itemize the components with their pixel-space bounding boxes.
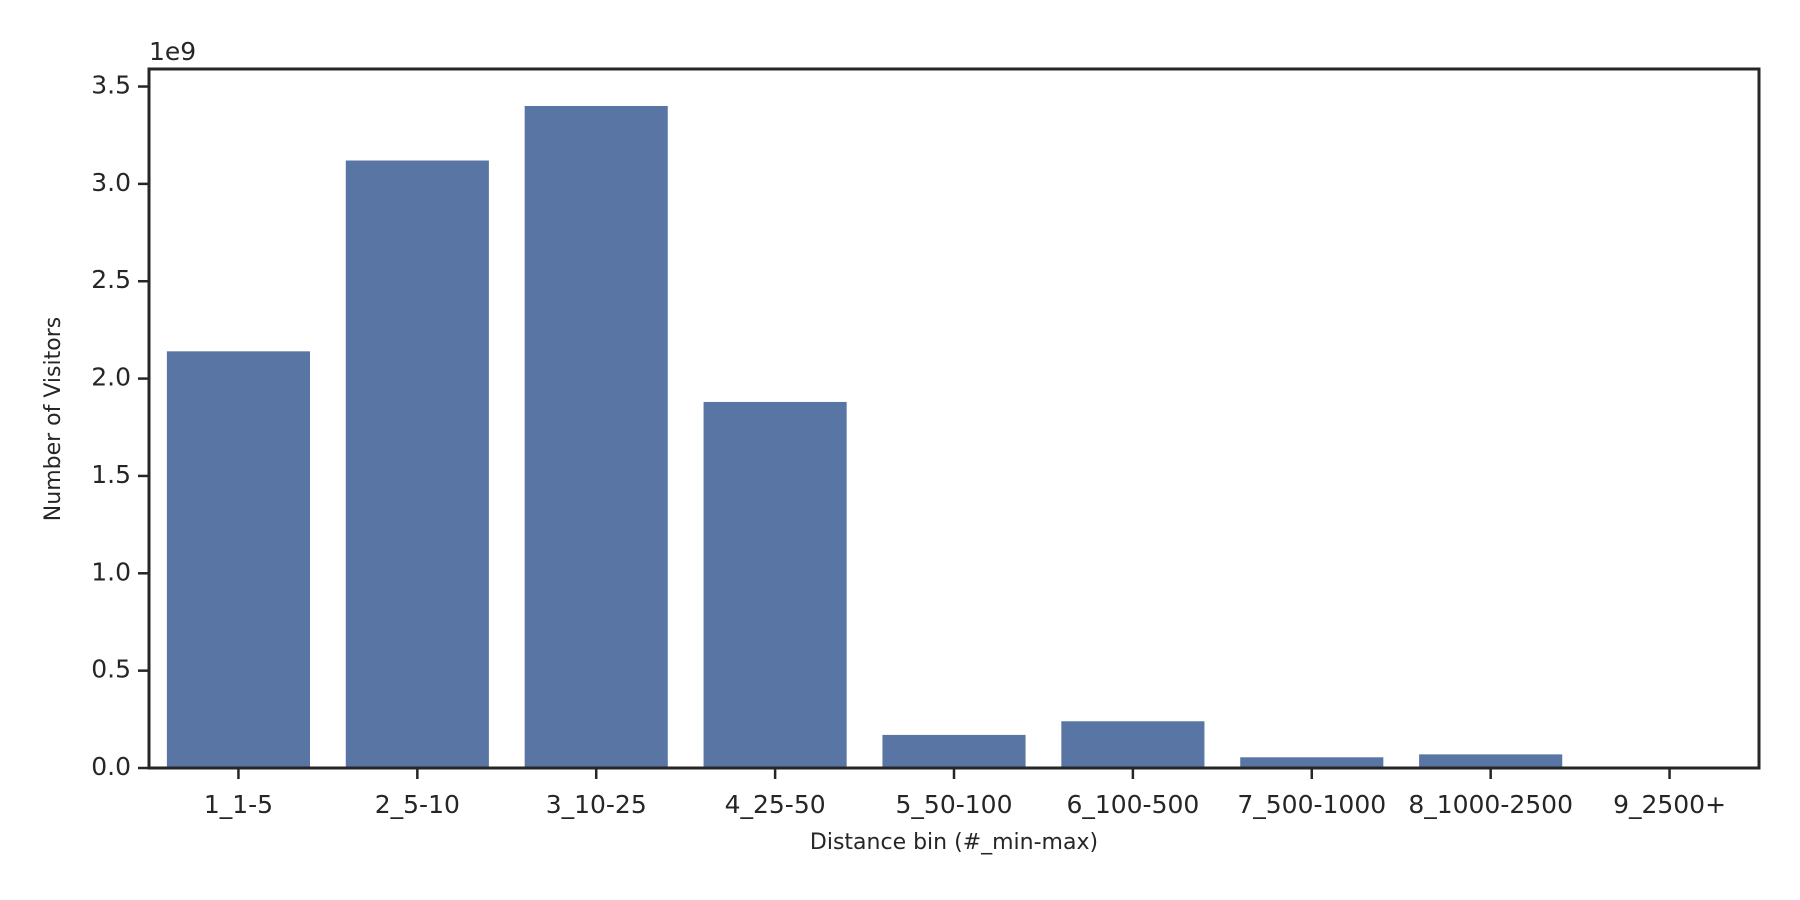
bar <box>882 734 1026 768</box>
y-tick-label: 3.5 <box>91 71 131 100</box>
y-tick-label: 1.5 <box>91 460 131 489</box>
bar <box>1061 721 1205 768</box>
y-offset-label: 1e9 <box>149 37 196 66</box>
x-tick-label: 8_1000-2500 <box>1408 790 1573 819</box>
x-tick-label: 9_2500+ <box>1613 790 1726 819</box>
plot-frame <box>147 67 1761 770</box>
x-tick-label: 1_1-5 <box>204 790 273 819</box>
x-tick-label: 6_100-500 <box>1066 790 1199 819</box>
bar <box>1419 754 1563 768</box>
y-tick-label: 1.0 <box>91 557 131 586</box>
x-tick-label: 5_50-100 <box>896 790 1013 819</box>
x-axis-label: Distance bin (#_min-max) <box>810 830 1098 855</box>
x-tick-label: 3_10-25 <box>546 790 647 819</box>
y-tick-label: 2.5 <box>91 265 131 294</box>
bar <box>524 105 668 768</box>
bar <box>703 401 847 768</box>
x-tick-label: 4_25-50 <box>725 790 826 819</box>
y-tick-label: 3.0 <box>91 168 131 197</box>
y-axis-label: Number of Visitors <box>41 317 66 521</box>
x-tick-label: 7_500-1000 <box>1237 790 1386 819</box>
bar <box>345 160 489 769</box>
y-tick-label: 0.0 <box>91 752 131 781</box>
bar <box>1240 757 1384 768</box>
bar <box>166 351 310 768</box>
y-tick-label: 0.5 <box>91 655 131 684</box>
x-tick-label: 2_5-10 <box>375 790 460 819</box>
y-tick-label: 2.0 <box>91 363 131 392</box>
